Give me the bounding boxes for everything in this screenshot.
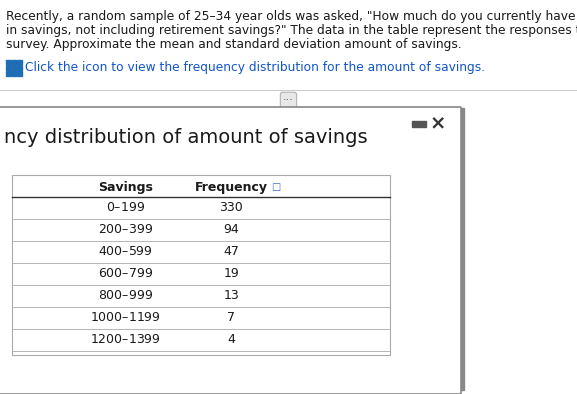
Bar <box>12 60 16 65</box>
Text: in savings, not including retirement savings?" The data in the table represent t: in savings, not including retirement sav… <box>6 24 577 37</box>
Text: $600–$799: $600–$799 <box>98 267 153 280</box>
FancyBboxPatch shape <box>0 107 461 394</box>
Text: ···: ··· <box>283 95 294 105</box>
Bar <box>17 71 22 76</box>
Text: $800–$999: $800–$999 <box>98 289 153 302</box>
Text: $0–$199: $0–$199 <box>106 201 145 214</box>
Bar <box>6 60 10 65</box>
Text: Savings: Savings <box>98 181 153 194</box>
Text: $200–$399: $200–$399 <box>98 223 153 236</box>
Bar <box>12 71 16 76</box>
Text: □: □ <box>272 182 281 192</box>
Text: 94: 94 <box>223 223 239 236</box>
Text: $1000–$1199: $1000–$1199 <box>90 311 161 324</box>
Text: 47: 47 <box>223 245 239 258</box>
Text: 19: 19 <box>223 267 239 280</box>
Text: Recently, a random sample of 25–34 year olds was asked, "How much do you current: Recently, a random sample of 25–34 year … <box>6 10 575 23</box>
Text: Click the icon to view the frequency distribution for the amount of savings.: Click the icon to view the frequency dis… <box>25 61 485 74</box>
Text: ncy distribution of amount of savings: ncy distribution of amount of savings <box>4 128 368 147</box>
Text: $1200–$1399: $1200–$1399 <box>90 333 161 346</box>
Text: $400–$599: $400–$599 <box>98 245 152 258</box>
Bar <box>12 66 16 70</box>
Bar <box>6 66 10 70</box>
Text: ×: × <box>430 115 446 134</box>
Bar <box>6 71 10 76</box>
Text: survey. Approximate the mean and standard deviation amount of savings.: survey. Approximate the mean and standar… <box>6 38 462 51</box>
Text: Frequency: Frequency <box>195 181 268 194</box>
Bar <box>412 121 426 127</box>
Bar <box>17 60 22 65</box>
Text: 4: 4 <box>227 333 235 346</box>
Bar <box>458 108 464 390</box>
Text: 13: 13 <box>223 289 239 302</box>
Bar <box>17 66 22 70</box>
Text: 330: 330 <box>219 201 243 214</box>
Text: 7: 7 <box>227 311 235 324</box>
Bar <box>12 175 390 355</box>
